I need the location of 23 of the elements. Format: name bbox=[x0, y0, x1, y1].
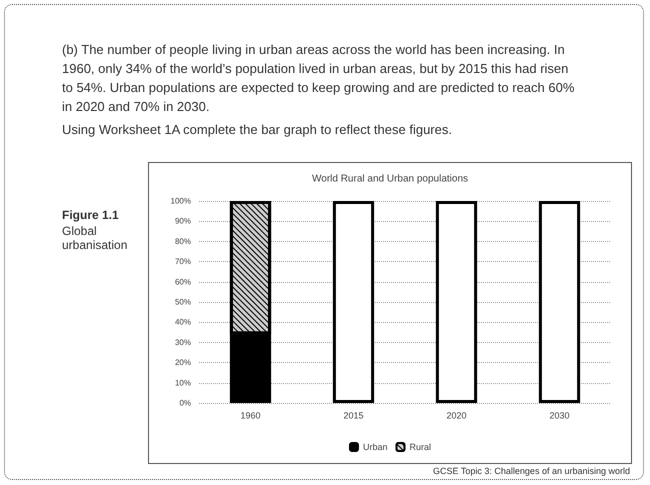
y-tick-label: 40% bbox=[174, 318, 191, 327]
y-tick-label: 50% bbox=[174, 298, 191, 306]
legend-label: Urban bbox=[362, 442, 388, 452]
y-tick-label: 100% bbox=[170, 196, 191, 206]
y-tick-label: 70% bbox=[174, 257, 191, 266]
y-tick-label: 60% bbox=[174, 277, 191, 286]
text: Global urbanisation bbox=[62, 224, 128, 252]
x-tick-label: 2030 bbox=[549, 410, 570, 420]
caption: Figure 1.1 bbox=[62, 208, 120, 222]
legend-label: Rural bbox=[410, 442, 432, 452]
y-tick-label: 20% bbox=[174, 358, 191, 368]
x-tick-label: 2015 bbox=[343, 410, 364, 420]
text: (b) The number of people living in urban areas across the world has been increasing. In 1960, only 34% of the world’s population lived in urban areas, but by 2015 this had risen to 54%. Urban populations are expected to keep growing and are predicted to reach 60% in 2020 and 70% in 2030. bbox=[62, 41, 576, 116]
text: Using Worksheet 1A complete the bar graph to reflect these figures. bbox=[62, 122, 453, 137]
y-tick-label: 10% bbox=[174, 378, 191, 388]
y-tick-label: 80% bbox=[174, 236, 191, 246]
x-tick-label: 2020 bbox=[446, 410, 467, 420]
text: GCSE Topic 3: Challenges of an urbanising world bbox=[432, 466, 630, 476]
y-tick-label: 90% bbox=[174, 216, 191, 226]
y-tick-label: 0% bbox=[179, 398, 191, 408]
y-tick-label: 30% bbox=[174, 338, 191, 347]
chart-title: World Rural and Urban populations bbox=[312, 174, 468, 184]
x-tick-label: 1960 bbox=[240, 410, 261, 420]
